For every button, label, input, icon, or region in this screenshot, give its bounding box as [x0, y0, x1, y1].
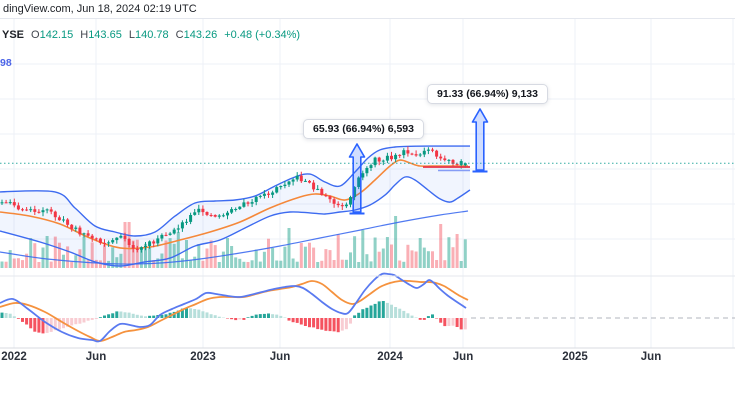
x-axis-label: Jun	[85, 351, 107, 363]
range-arrow-2[interactable]	[471, 108, 489, 173]
overlay-indicator-lines	[0, 145, 471, 267]
x-axis-label: 2024	[377, 351, 403, 363]
x-axis-label: Jun	[452, 351, 474, 363]
ohlc-legend: YSE O142.15 H143.65 L140.78 C143.26 +0.4…	[2, 29, 300, 41]
ohlc-high: H143.65	[80, 29, 122, 41]
ohlc-open: O142.15	[31, 29, 74, 41]
support-line-segments[interactable]	[423, 166, 470, 172]
watermark-title: dingView.com, Jun 18, 2024 02:19 UTC	[3, 3, 197, 15]
price-change: +0.48 (+0.34%)	[224, 29, 301, 41]
x-axis-label: Jun	[269, 351, 291, 363]
bollinger-band-fill	[0, 146, 470, 266]
x-axis-label: Jun	[640, 351, 662, 363]
range-measure-label-2[interactable]: 91.33 (66.94%) 9,133	[427, 84, 548, 104]
x-axis-label: 2025	[562, 351, 588, 363]
price-scale-label: 98	[0, 57, 12, 69]
range-measure-label-1[interactable]: 65.93 (66.94%) 6,593	[303, 119, 424, 139]
ohlc-low: L140.78	[128, 29, 169, 41]
candlesticks	[0, 146, 467, 253]
x-axis-label: 2023	[190, 351, 216, 363]
macd-histogram	[0, 301, 467, 334]
ohlc-close: C143.26	[175, 29, 218, 41]
range-arrow-1[interactable]	[348, 143, 366, 215]
pane-dividers	[0, 18, 735, 349]
macd-lines	[0, 272, 469, 343]
x-axis-label: 2022	[1, 351, 27, 363]
symbol-ticker: YSE	[2, 29, 25, 41]
volume-bars	[0, 216, 467, 268]
